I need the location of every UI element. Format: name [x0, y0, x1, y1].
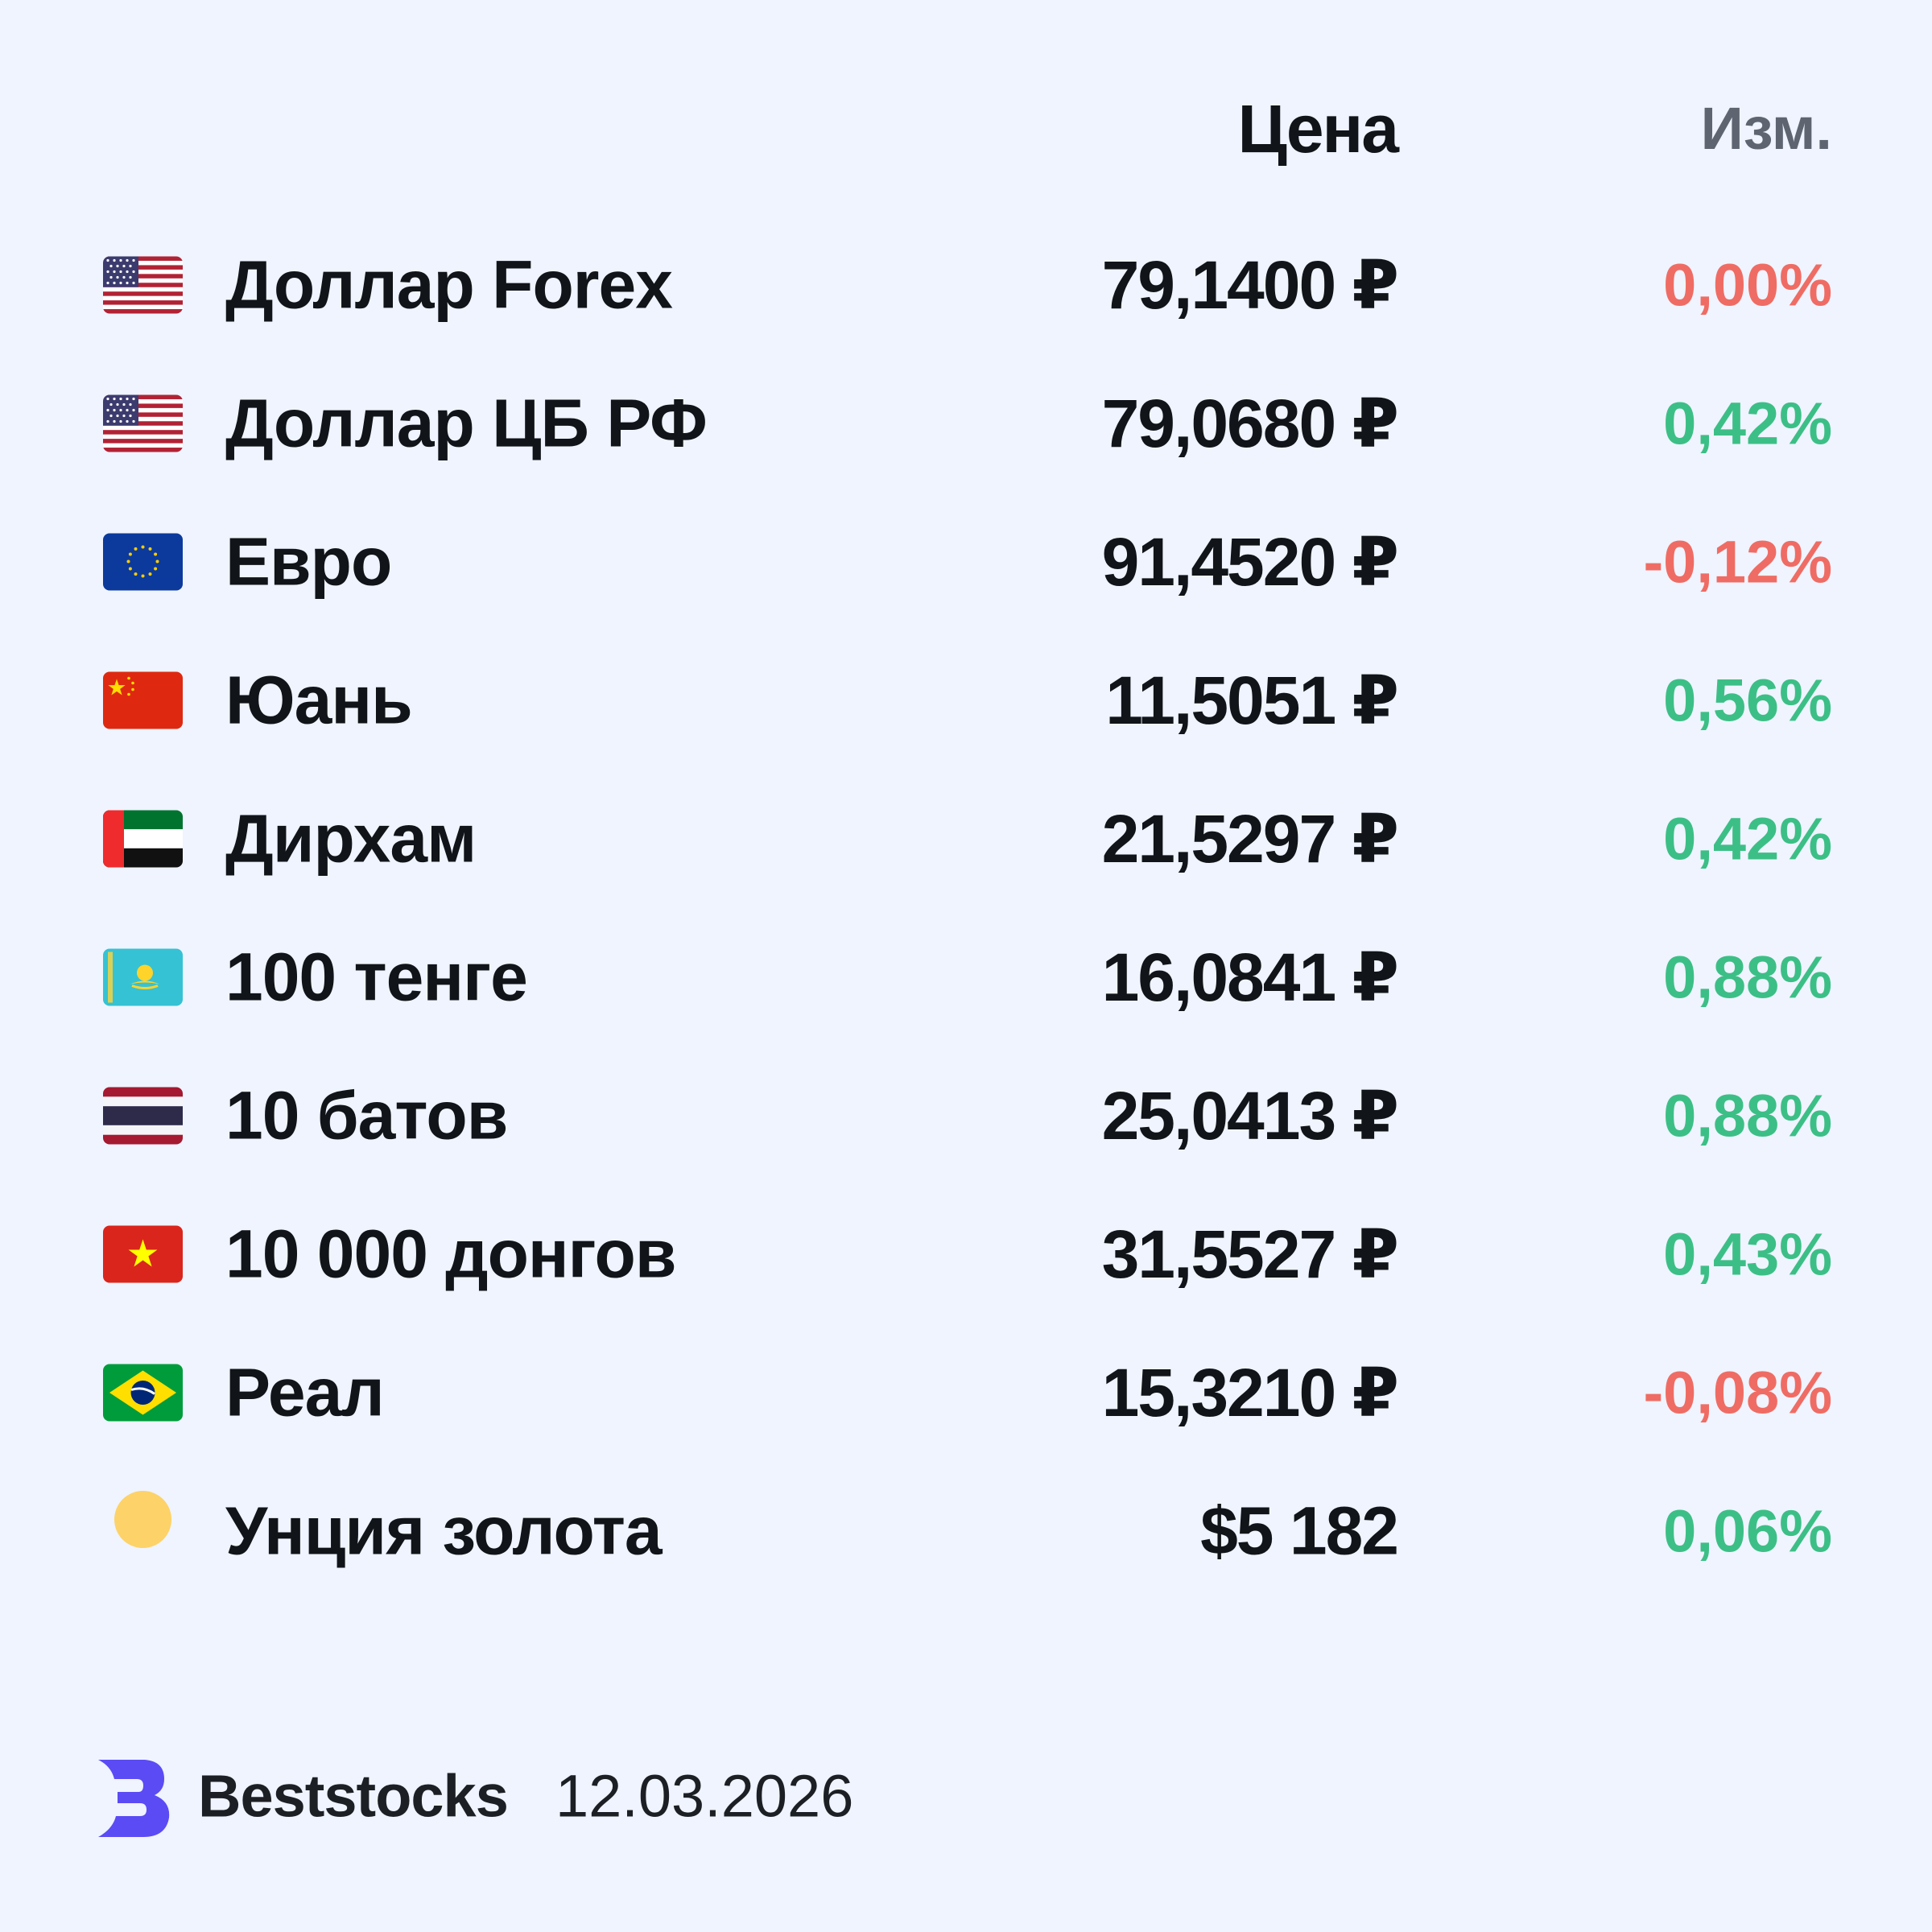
table-header: Цена Изм.	[0, 91, 1932, 167]
currency-price: 11,5051 ₽	[1105, 663, 1399, 738]
list-item: 10 000 донгов 31,5527 ₽ 0,43%	[0, 1185, 1932, 1323]
currency-price: 91,4520 ₽	[1101, 524, 1399, 600]
list-item: Доллар ЦБ РФ 79,0680 ₽ 0,42%	[0, 354, 1932, 493]
currency-change: 0,43%	[1663, 1220, 1832, 1288]
currency-change: 0,42%	[1663, 805, 1832, 873]
cn-flag-icon	[103, 671, 183, 729]
currency-change: -0,08%	[1643, 1359, 1832, 1426]
report-date: 12.03.2026	[555, 1762, 854, 1830]
currency-change: 0,42%	[1663, 390, 1832, 457]
list-item: Доллар Forex 79,1400 ₽ 0,00%	[0, 216, 1932, 354]
ae-flag-icon	[103, 810, 183, 868]
list-item: Реал 15,3210 ₽ -0,08%	[0, 1323, 1932, 1462]
eu-flag-icon	[103, 533, 183, 591]
currency-name: 100 тенге	[225, 939, 528, 1015]
currency-change: 0,88%	[1663, 1082, 1832, 1150]
currency-price: 79,0680 ₽	[1101, 386, 1399, 461]
currency-name: Доллар ЦБ РФ	[225, 385, 708, 461]
change-column-header: Изм.	[1700, 95, 1832, 162]
currency-name: Дирхам	[225, 800, 477, 877]
currency-name: Юань	[225, 662, 413, 738]
currency-price: 79,1400 ₽	[1101, 247, 1399, 323]
currency-name: Унция золота	[225, 1492, 663, 1569]
us-flag-icon	[103, 256, 183, 314]
currency-change: -0,12%	[1643, 528, 1832, 596]
br-flag-icon	[103, 1364, 183, 1422]
currency-price: 25,0413 ₽	[1101, 1078, 1399, 1154]
kz-flag-icon	[103, 948, 183, 1006]
currency-price: 15,3210 ₽	[1101, 1355, 1399, 1430]
price-column-header: Цена	[1237, 91, 1399, 167]
currency-change: 0,56%	[1663, 667, 1832, 734]
th-flag-icon	[103, 1087, 183, 1145]
rates-list: Доллар Forex 79,1400 ₽ 0,00%	[0, 216, 1932, 1600]
footer: Beststocks 12.03.2026	[95, 1752, 1061, 1840]
vn-flag-icon	[103, 1225, 183, 1283]
brand-name: Beststocks	[198, 1762, 509, 1830]
currency-price: 21,5297 ₽	[1101, 801, 1399, 877]
beststocks-logo-icon	[95, 1755, 172, 1839]
currency-price: 31,5527 ₽	[1101, 1216, 1399, 1292]
currency-name: Евро	[225, 523, 392, 600]
gold-coin-icon	[103, 1491, 184, 1571]
list-item: 10 батов 25,0413 ₽ 0,88%	[0, 1046, 1932, 1185]
list-item: Юань 11,5051 ₽ 0,56%	[0, 631, 1932, 770]
currency-price: 16,0841 ₽	[1101, 939, 1399, 1015]
list-item: Дирхам 21,5297 ₽ 0,42%	[0, 770, 1932, 908]
list-item: 100 тенге 16,0841 ₽ 0,88%	[0, 908, 1932, 1046]
currency-change: 0,88%	[1663, 943, 1832, 1011]
us-flag-icon	[103, 394, 183, 452]
list-item: Евро 91,4520 ₽ -0,12%	[0, 493, 1932, 631]
currency-name: 10 000 донгов	[225, 1216, 676, 1292]
currency-name: Доллар Forex	[225, 246, 673, 323]
currency-price: $5 182	[1200, 1492, 1399, 1569]
currency-change: 0,06%	[1663, 1497, 1832, 1565]
currency-change: 0,00%	[1663, 251, 1832, 319]
list-item: Унция золота $5 182 0,06%	[0, 1462, 1932, 1600]
currency-name: Реал	[225, 1354, 385, 1430]
currency-name: 10 батов	[225, 1077, 508, 1154]
